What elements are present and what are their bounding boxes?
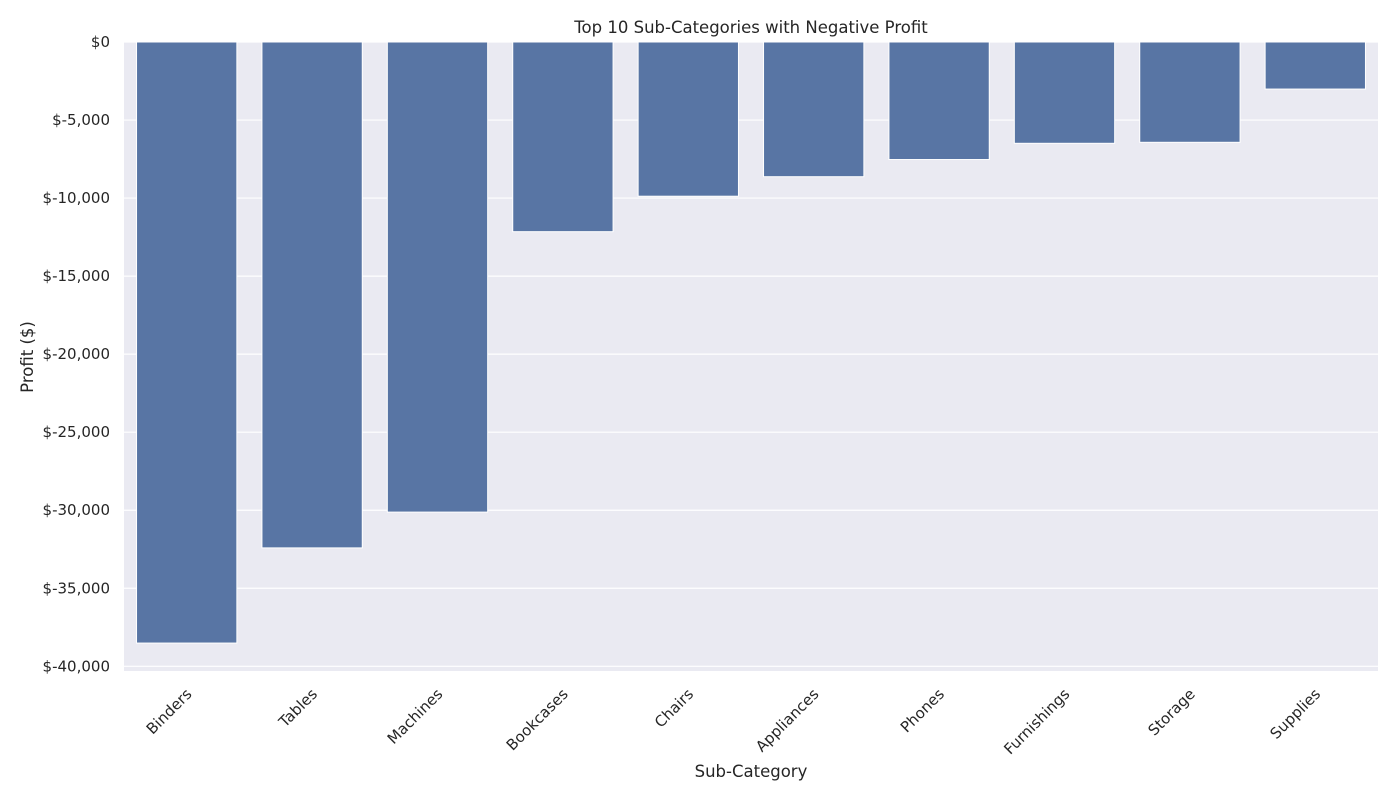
x-tick-label: Storage [1144, 685, 1198, 739]
chart-title: Top 10 Sub-Categories with Negative Prof… [573, 18, 928, 37]
bar-supplies [1264, 41, 1366, 90]
y-tick-label: $-30,000 [43, 501, 110, 519]
x-tick-label: Bookcases [503, 685, 572, 754]
x-tick-label: Appliances [752, 685, 823, 756]
bar-bookcases [512, 41, 614, 233]
x-tick-label: Supplies [1267, 685, 1325, 743]
x-tick-label: Machines [384, 685, 447, 748]
y-tick-label: $0 [91, 33, 110, 51]
y-tick-label: $-35,000 [43, 579, 110, 597]
x-tick-label: Tables [275, 685, 322, 732]
bar-furnishings [1013, 41, 1116, 144]
y-axis-ticks: $0 $-5,000 $-10,000 $-15,000 $-20,000 $-25,00… [43, 33, 110, 675]
y-axis-label: Profit ($) [18, 321, 37, 393]
x-tick-label: Furnishings [1000, 685, 1073, 758]
y-tick-label: $-25,000 [43, 423, 110, 441]
bar-storage [1139, 41, 1241, 143]
x-axis-label: Sub-Category [695, 762, 808, 781]
bar-binders [136, 41, 238, 644]
x-tick-label: Binders [143, 685, 196, 738]
bar-chairs [637, 41, 739, 197]
y-tick-label: $-15,000 [43, 267, 110, 285]
y-tick-label: $-10,000 [43, 189, 110, 207]
bar-tables [261, 41, 363, 549]
bar-phones [888, 41, 990, 161]
bars [136, 41, 1366, 644]
y-tick-label: $-40,000 [43, 657, 110, 675]
x-tick-label: Chairs [651, 685, 697, 731]
y-tick-label: $-20,000 [43, 345, 110, 363]
bar-appliances [763, 41, 865, 178]
x-tick-label: Phones [897, 685, 948, 736]
x-axis-ticks: Binders Tables Machines Bookcases Chairs Appl… [143, 685, 1325, 758]
bar-machines [386, 41, 489, 513]
y-tick-label: $-5,000 [52, 111, 110, 129]
